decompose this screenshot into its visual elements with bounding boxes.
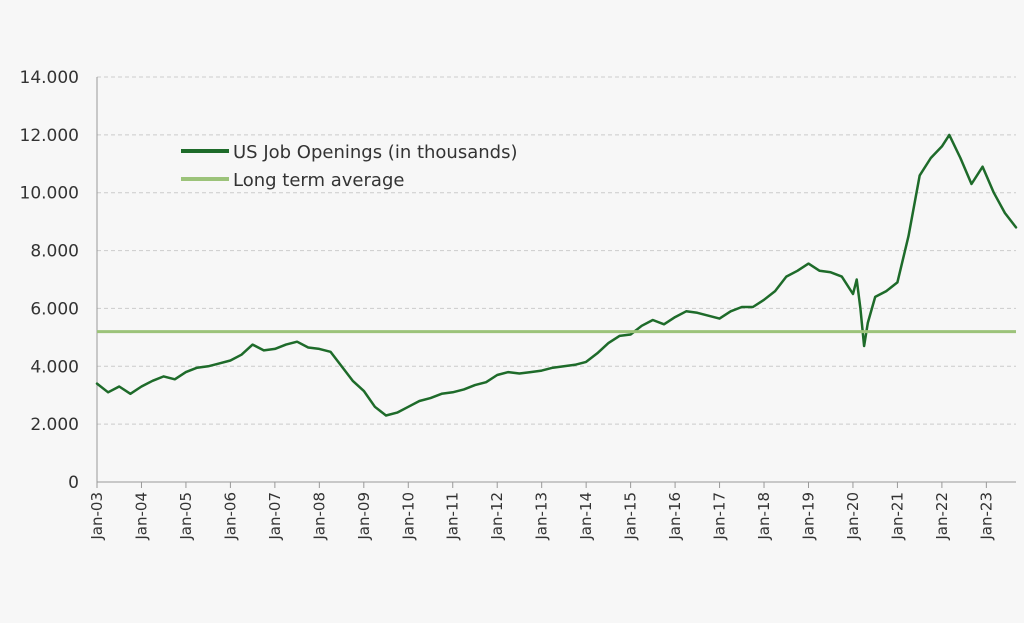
x-tick-label: Jan-06 bbox=[221, 492, 239, 541]
axes bbox=[96, 77, 1016, 488]
x-tick-label: Jan-20 bbox=[844, 492, 862, 541]
x-tick-label: Jan-18 bbox=[755, 492, 773, 541]
y-tick-label: 2.000 bbox=[30, 415, 79, 435]
x-tick-label: Jan-07 bbox=[266, 492, 284, 541]
x-tick-label: Jan-05 bbox=[177, 492, 195, 541]
x-tick-label: Jan-03 bbox=[88, 492, 106, 541]
x-tick-label: Jan-21 bbox=[888, 492, 906, 541]
y-axis-ticks: 0 2.000 4.000 6.000 8.000 10.000 12.000 14.000 bbox=[20, 68, 79, 493]
y-tick-label: 4.000 bbox=[30, 357, 79, 377]
x-tick-label: Jan-10 bbox=[399, 492, 417, 541]
x-tick-label: Jan-19 bbox=[799, 492, 817, 541]
x-tick-label: Jan-08 bbox=[310, 492, 328, 541]
legend-label-average: Long term average bbox=[233, 170, 404, 191]
x-tick-label: Jan-16 bbox=[666, 492, 684, 541]
x-tick-label: Jan-22 bbox=[933, 492, 951, 541]
series bbox=[95, 133, 1018, 417]
x-tick-label: Jan-11 bbox=[444, 492, 462, 541]
y-tick-label: 14.000 bbox=[20, 68, 79, 88]
x-axis-ticks: Jan-03 Jan-04 Jan-05 Jan-06 Jan-07 Jan-08 Jan-… bbox=[88, 492, 995, 541]
gridlines bbox=[97, 76, 1016, 425]
x-tick-label: Jan-17 bbox=[711, 492, 729, 541]
y-tick-label: 10.000 bbox=[20, 184, 79, 204]
legend-label-openings: US Job Openings (in thousands) bbox=[233, 142, 517, 163]
x-tick-label: Jan-04 bbox=[132, 492, 150, 541]
x-tick-label: Jan-15 bbox=[622, 492, 640, 541]
x-tick-label: Jan-09 bbox=[355, 492, 373, 541]
x-tick-label: Jan-23 bbox=[977, 492, 995, 541]
y-tick-label: 12.000 bbox=[20, 126, 79, 146]
x-tick-label: Jan-14 bbox=[577, 492, 595, 541]
x-tick-label: Jan-12 bbox=[488, 492, 506, 541]
y-tick-label: 0 bbox=[68, 473, 79, 493]
x-tick-label: Jan-13 bbox=[533, 492, 551, 541]
y-tick-label: 6.000 bbox=[30, 299, 79, 319]
y-tick-label: 8.000 bbox=[30, 242, 79, 262]
legend: US Job Openings (in thousands) Long term… bbox=[181, 142, 517, 191]
